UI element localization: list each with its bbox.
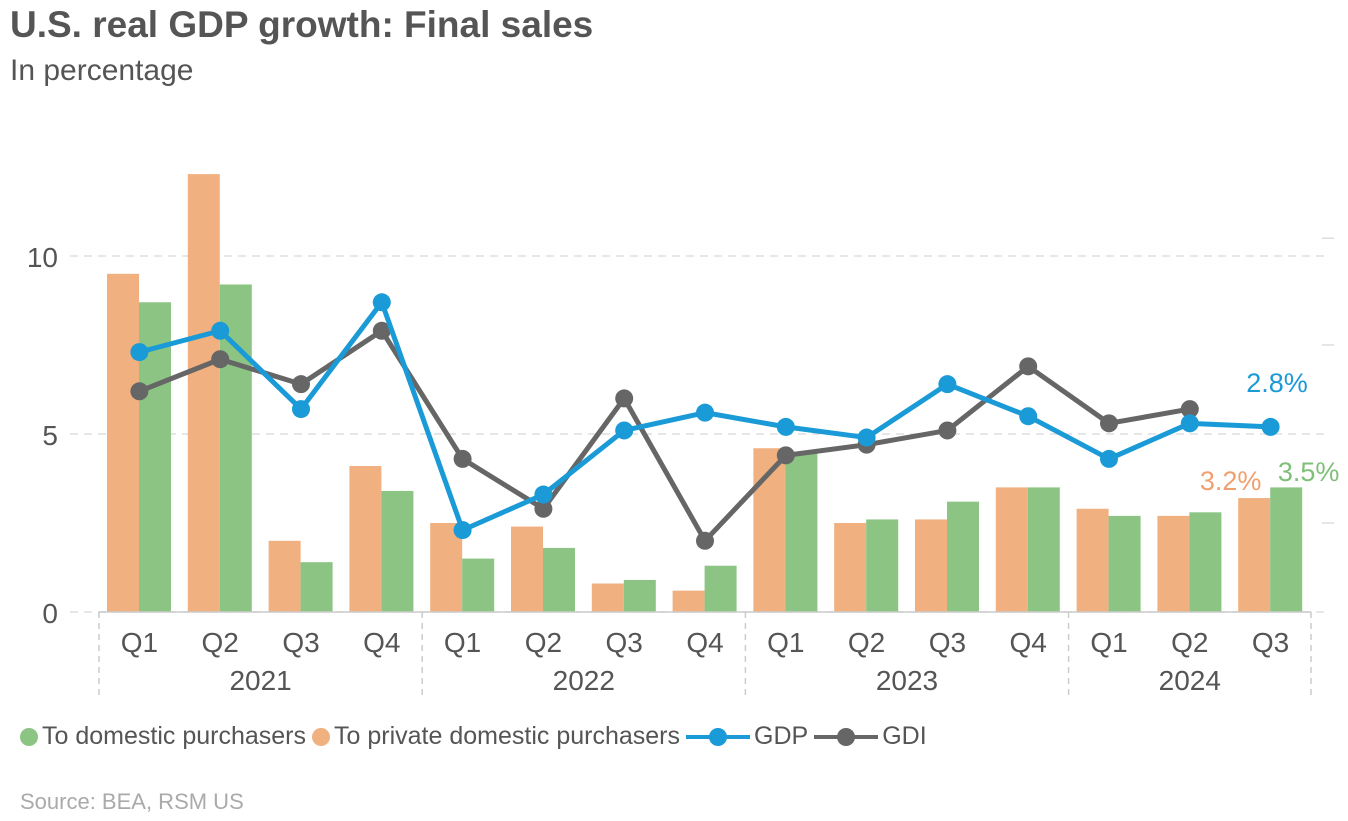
chart-legend: To domestic purchasers To private domest… (20, 722, 933, 751)
legend-item-gdi: GDI (814, 722, 927, 751)
legend-swatch-private (312, 727, 331, 746)
legend-swatch-gdp (686, 727, 750, 746)
x-tick-label: Q1 (444, 627, 481, 658)
bar-private-domestic (187, 174, 220, 612)
year-label: 2021 (229, 665, 291, 696)
x-tick-label: Q2 (525, 627, 562, 658)
annotation-domestic: 3.5% (1278, 457, 1340, 487)
x-tick-label: Q3 (1252, 627, 1289, 658)
point-gdp (938, 375, 957, 394)
bar-domestic (1108, 515, 1141, 612)
point-gdi (776, 446, 795, 465)
point-gdi (130, 382, 149, 401)
source-note: Source: BEA, RSM US (20, 789, 244, 814)
point-gdi (372, 321, 391, 340)
bar-private-domestic (1238, 498, 1271, 612)
bar-domestic (300, 562, 333, 612)
point-gdi (938, 421, 957, 440)
point-gdi (615, 389, 634, 408)
point-gdp (615, 421, 634, 440)
point-gdi (1180, 400, 1199, 419)
chart-subtitle: In percentage (10, 54, 194, 87)
point-gdi (534, 499, 553, 518)
legend-swatch-gdi (814, 727, 879, 746)
bar-private-domestic (430, 523, 463, 612)
y-tick-label: 5 (42, 420, 58, 451)
point-gdi (453, 449, 472, 468)
legend-item-private: To private domestic purchasers (312, 722, 680, 751)
x-tick-label: Q2 (202, 627, 239, 658)
point-gdp (292, 400, 310, 419)
bar-private-domestic (107, 273, 139, 612)
point-gdp (1019, 407, 1038, 426)
x-tick-label: Q2 (1171, 627, 1208, 658)
x-tick-label: Q3 (929, 627, 966, 658)
point-gdp (534, 485, 553, 504)
x-tick-label: Q1 (121, 627, 158, 658)
bar-private-domestic (591, 583, 624, 612)
bar-domestic (219, 284, 252, 612)
chart-area: 0 5 10 Q1 Q2 Q3 Q4 Q1 Q2 Q3 Q4 Q1 Q2 Q3 Q4 Q1 Q2 Q3 2021 20… (27, 174, 1340, 697)
annotation-private: 3.2% (1200, 466, 1262, 496)
x-tick-label: Q4 (686, 627, 723, 658)
y-tick-label: 0 (42, 598, 58, 629)
bar-private-domestic (349, 466, 382, 612)
x-tick-label: Q3 (606, 627, 643, 658)
annotation-gdp: 2.8% (1246, 368, 1308, 398)
point-gdp (211, 321, 230, 340)
point-gdp (696, 403, 714, 422)
legend-label-domestic: To domestic purchasers (42, 722, 307, 750)
bar-private-domestic (995, 487, 1028, 612)
year-label: 2022 (553, 665, 615, 696)
point-gdp (1100, 449, 1118, 468)
x-tick-label: Q3 (282, 627, 319, 658)
point-gdp (453, 521, 472, 540)
bar-private-domestic (915, 519, 947, 612)
legend-label-gdi: GDI (882, 722, 927, 750)
bar-domestic (381, 490, 414, 612)
bar-domestic (623, 579, 656, 612)
point-gdi (696, 531, 714, 550)
x-tick-label: Q2 (848, 627, 885, 658)
x-tick-label: Q4 (1010, 627, 1047, 658)
legend-item-domestic: To domestic purchasers (20, 722, 306, 751)
bar-domestic (704, 565, 737, 612)
year-label: 2024 (1159, 665, 1221, 696)
point-gdi (1019, 357, 1038, 376)
point-gdp (1261, 417, 1280, 436)
point-gdi (211, 350, 230, 369)
bar-domestic (1270, 487, 1303, 612)
point-gdp (776, 417, 795, 436)
chart-title: U.S. real GDP growth: Final sales (10, 4, 594, 45)
bar-domestic (543, 547, 575, 612)
bar-domestic (462, 558, 495, 612)
bar-domestic (947, 501, 979, 612)
bar-private-domestic (268, 540, 301, 612)
year-label: 2023 (876, 665, 938, 696)
bar-private-domestic (834, 523, 867, 612)
line-gdi (138, 328, 1191, 544)
bar-domestic (1189, 512, 1222, 612)
x-tick-label: Q4 (363, 627, 400, 658)
point-gdp (130, 343, 149, 362)
legend-item-gdp: GDP (686, 722, 808, 751)
y-tick-label: 10 (27, 242, 58, 273)
x-tick-label: Q1 (767, 627, 804, 658)
point-gdi (292, 375, 310, 394)
bar-domestic (1027, 487, 1060, 612)
point-gdi (1100, 414, 1118, 433)
bar-domestic (866, 519, 899, 612)
point-gdp (372, 293, 391, 312)
bar-private-domestic (672, 590, 705, 612)
point-gdp (1180, 414, 1199, 433)
legend-label-gdp: GDP (754, 722, 809, 750)
bar-private-domestic (1157, 515, 1190, 612)
bar-private-domestic (511, 526, 543, 612)
bar-private-domestic (1076, 508, 1109, 612)
bar-domestic (785, 451, 818, 612)
x-tick-label: Q1 (1090, 627, 1127, 658)
point-gdp (857, 428, 876, 447)
legend-label-private: To private domestic purchasers (334, 722, 680, 750)
legend-swatch-domestic (20, 727, 38, 746)
